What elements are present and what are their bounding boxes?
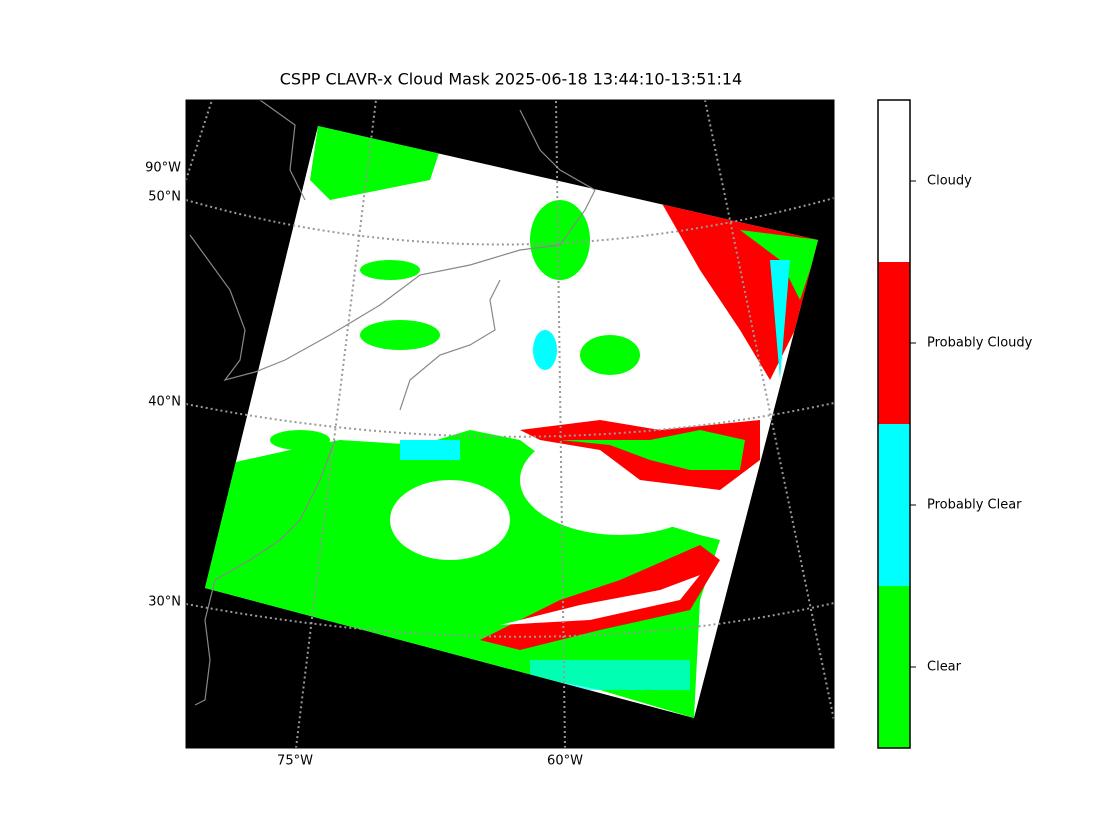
graticule <box>704 100 834 721</box>
map-labels: 90°W 50°N 40°N 30°N 75°W 60°W <box>145 161 583 769</box>
colorbar-segment <box>878 586 910 748</box>
colorbar-label: Clear <box>927 660 962 675</box>
lon-label: 75°W <box>277 754 313 769</box>
coastline <box>259 100 306 201</box>
graticule <box>295 100 377 748</box>
map-frame <box>185 99 835 749</box>
coastline <box>189 109 596 382</box>
colorbar-label: Probably Clear <box>927 498 1022 513</box>
graticule <box>186 100 213 181</box>
colorbar-segment <box>878 424 910 586</box>
colorbar-segment <box>878 100 910 262</box>
title: CSPP CLAVR-x Cloud Mask 2025-06-18 13:44… <box>280 70 742 89</box>
lat-label: 40°N <box>148 395 181 410</box>
coastline <box>399 279 501 411</box>
colorbar-frame <box>877 99 911 749</box>
map <box>186 100 834 748</box>
colorbar: Cloudy Probably Cloudy Probably Clear Clear <box>877 99 1033 749</box>
lon-label: 60°W <box>547 754 583 769</box>
colorbar-label: Cloudy <box>927 174 972 189</box>
lat-label: 50°N <box>148 190 181 205</box>
graticule <box>186 402 834 438</box>
lat-label: 90°W <box>145 161 181 176</box>
colorbar-segment <box>878 262 910 424</box>
graticule <box>186 197 834 246</box>
graticule <box>555 100 566 748</box>
coastline <box>194 439 336 706</box>
colorbar-label: Probably Cloudy <box>927 336 1033 351</box>
lat-label: 30°N <box>148 595 181 610</box>
graticule <box>186 602 834 638</box>
